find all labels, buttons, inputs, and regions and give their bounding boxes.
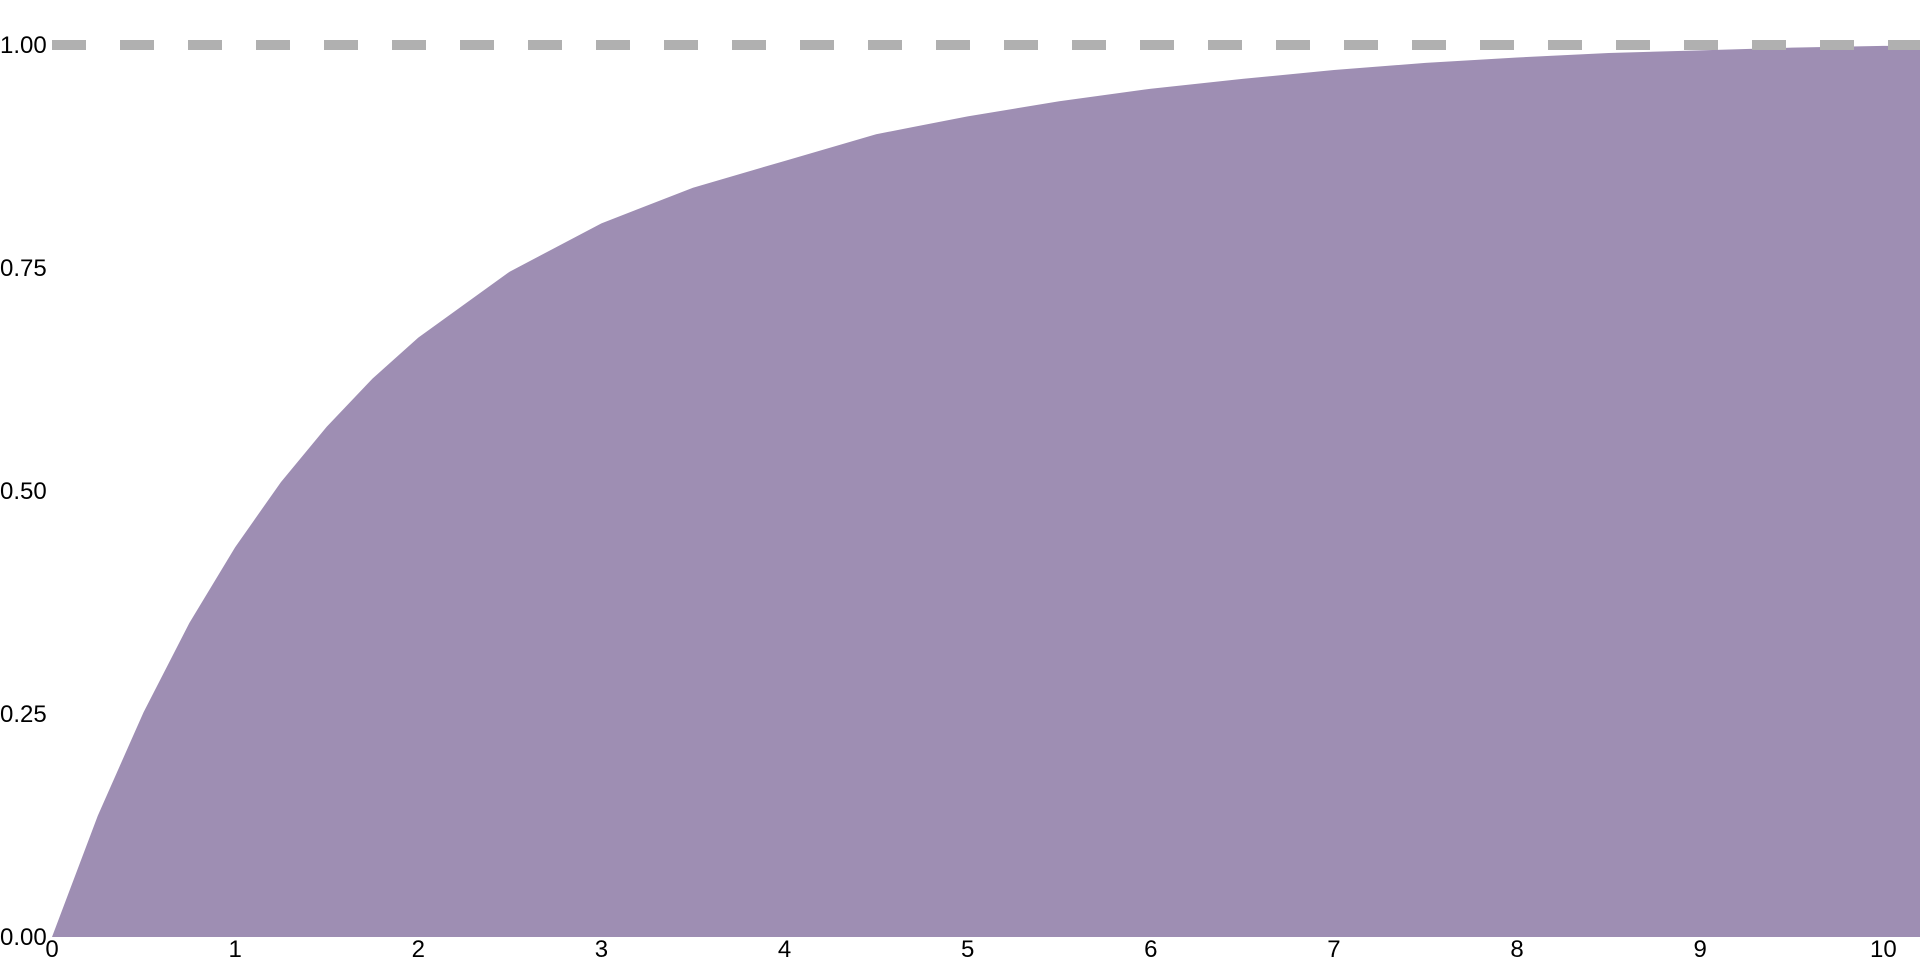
x-axis-ticks: 0 1 2 3 4 5 6 7 8 9 10 — [45, 936, 1897, 963]
area-series-cumulative — [52, 45, 1920, 937]
x-tick-label: 0 — [45, 936, 58, 960]
x-tick-label: 9 — [1694, 936, 1707, 960]
y-tick-label: 0.00 — [0, 924, 47, 951]
y-axis-ticks: 0.00 0.25 0.50 0.75 1.00 — [0, 32, 47, 951]
area-layer — [52, 45, 1920, 937]
y-tick-label: 0.75 — [0, 255, 47, 282]
x-tick-label: 5 — [961, 936, 974, 960]
x-tick-label: 10 — [1870, 936, 1897, 960]
y-tick-label: 0.50 — [0, 478, 47, 505]
x-tick-label: 1 — [228, 936, 241, 960]
x-tick-label: 8 — [1510, 936, 1523, 960]
x-tick-label: 6 — [1144, 936, 1157, 960]
x-tick-label: 7 — [1327, 936, 1340, 960]
y-tick-label: 1.00 — [0, 32, 47, 59]
y-tick-label: 0.25 — [0, 701, 47, 728]
x-tick-label: 2 — [412, 936, 425, 960]
x-tick-label: 4 — [778, 936, 791, 960]
x-tick-label: 3 — [595, 936, 608, 960]
